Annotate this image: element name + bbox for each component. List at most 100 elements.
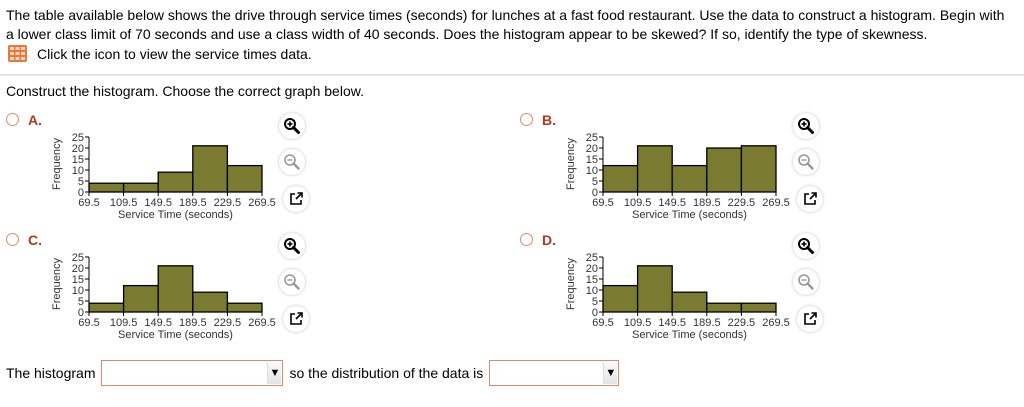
zoom-in-icon	[798, 238, 814, 254]
external-link-icon	[290, 312, 303, 325]
zoom-out-button[interactable]	[279, 269, 305, 295]
zoom-out-icon	[798, 274, 814, 290]
x-tick-label: 229.5	[214, 197, 242, 209]
zoom-in-button[interactable]	[793, 113, 819, 139]
histogram-bar	[88, 302, 125, 313]
data-link-text: Click the icon to view the service times…	[37, 45, 312, 62]
distribution-type-dropdown[interactable]: ▼	[489, 360, 620, 386]
y-tick-label: 20	[72, 263, 84, 275]
x-axis-label: Service Time (seconds)	[118, 329, 233, 341]
x-axis-label: Service Time (seconds)	[118, 209, 233, 221]
y-axis-label: Frequency	[565, 138, 577, 190]
histogram-bar	[602, 164, 639, 193]
option-radio[interactable]	[520, 233, 533, 246]
histogram-bar	[226, 302, 263, 313]
popout-button[interactable]	[797, 186, 823, 212]
histogram-bar	[602, 284, 639, 313]
y-tick-label: 20	[586, 143, 598, 155]
y-tick-label: 0	[78, 307, 84, 319]
popout-button[interactable]	[283, 306, 309, 332]
y-tick-label: 25	[586, 132, 598, 144]
histogram-bar	[157, 265, 194, 313]
histogram-bar	[192, 145, 229, 193]
instruction-text: Construct the histogram. Choose the corr…	[6, 83, 364, 99]
y-tick-label: 20	[586, 263, 598, 275]
external-link-icon	[804, 312, 817, 325]
histogram-bar	[157, 171, 194, 193]
view-data-link[interactable]: Click the icon to view the service times…	[8, 45, 312, 62]
histogram-shape-dropdown[interactable]: ▼	[101, 360, 284, 386]
zoom-in-button[interactable]	[279, 233, 305, 259]
y-axis-label: Frequency	[51, 138, 63, 190]
zoom-in-icon	[284, 118, 300, 134]
zoom-out-button[interactable]	[793, 149, 819, 175]
x-tick-label: 229.5	[728, 317, 756, 329]
x-tick-label: 189.5	[179, 197, 207, 209]
zoom-in-button[interactable]	[279, 113, 305, 139]
option-radio[interactable]	[6, 113, 19, 126]
x-tick-label: 109.5	[624, 317, 652, 329]
x-tick-label: 189.5	[693, 317, 721, 329]
y-axis-label: Frequency	[565, 258, 577, 310]
x-tick-label: 69.5	[592, 317, 613, 329]
x-tick-label: 109.5	[110, 197, 138, 209]
zoom-in-button[interactable]	[793, 233, 819, 259]
chevron-down-icon[interactable]: ▼	[603, 362, 618, 384]
histogram-bar	[636, 265, 673, 313]
zoom-out-button[interactable]	[793, 269, 819, 295]
y-tick-label: 5	[78, 176, 84, 188]
answer-prefix: The histogram	[6, 365, 96, 381]
x-axis-label: Service Time (seconds)	[632, 209, 747, 221]
option-d[interactable]: D. Frequency 0 5 10 15 20 25 69.5 109.5 149.5 189.…	[520, 232, 850, 347]
option-label: A.	[28, 112, 42, 128]
y-tick-label: 0	[78, 187, 84, 199]
y-tick-label: 25	[72, 132, 84, 144]
zoom-out-button[interactable]	[279, 149, 305, 175]
x-tick-label: 149.5	[658, 197, 686, 209]
histogram-bar	[88, 182, 125, 193]
option-c[interactable]: C. Frequency 0 5 10 15 20 25 69.5 109.5 149.5 189.…	[6, 232, 336, 347]
option-radio[interactable]	[520, 113, 533, 126]
option-b[interactable]: B. Frequency 0 5 10 15 20 25 69.5 109.5 149.5 189.…	[520, 112, 850, 227]
chevron-down-icon[interactable]: ▼	[267, 362, 282, 384]
histogram-bar	[122, 284, 159, 313]
zoom-out-icon	[798, 154, 814, 170]
x-tick-label: 109.5	[624, 197, 652, 209]
y-tick-label: 10	[72, 165, 84, 177]
histogram-bar	[226, 164, 263, 193]
histogram-bar	[636, 145, 673, 193]
option-a[interactable]: A. Frequency 0 5 10 15 20 25 69.5 109.5 149.5 189.…	[6, 112, 336, 227]
table-icon[interactable]	[8, 45, 27, 62]
y-tick-label: 10	[586, 285, 598, 297]
x-tick-label: 269.5	[248, 317, 276, 329]
y-tick-label: 10	[586, 165, 598, 177]
popout-button[interactable]	[797, 306, 823, 332]
histogram-bar	[706, 147, 743, 193]
x-tick-label: 69.5	[78, 197, 99, 209]
y-tick-label: 15	[72, 154, 84, 166]
option-label: B.	[542, 112, 556, 128]
y-tick-label: 10	[72, 285, 84, 297]
y-tick-label: 5	[592, 176, 598, 188]
x-tick-label: 69.5	[592, 197, 613, 209]
x-tick-label: 269.5	[762, 317, 790, 329]
option-label: C.	[28, 232, 42, 248]
x-tick-label: 189.5	[693, 197, 721, 209]
answer-sentence: The histogram ▼ so the distribution of t…	[6, 360, 625, 386]
y-tick-label: 15	[72, 274, 84, 286]
histogram-bar	[122, 182, 159, 193]
option-radio[interactable]	[6, 233, 19, 246]
y-tick-label: 15	[586, 154, 598, 166]
histogram-bar	[671, 164, 708, 193]
section-divider	[0, 74, 1024, 76]
zoom-in-icon	[798, 118, 814, 134]
histogram-bar	[192, 291, 229, 313]
y-axis-label: Frequency	[51, 258, 63, 310]
histogram-bar	[740, 302, 777, 313]
x-tick-label: 149.5	[144, 317, 172, 329]
y-tick-label: 25	[72, 252, 84, 264]
popout-button[interactable]	[283, 186, 309, 212]
y-tick-label: 0	[592, 307, 598, 319]
histogram-bar	[671, 291, 708, 313]
